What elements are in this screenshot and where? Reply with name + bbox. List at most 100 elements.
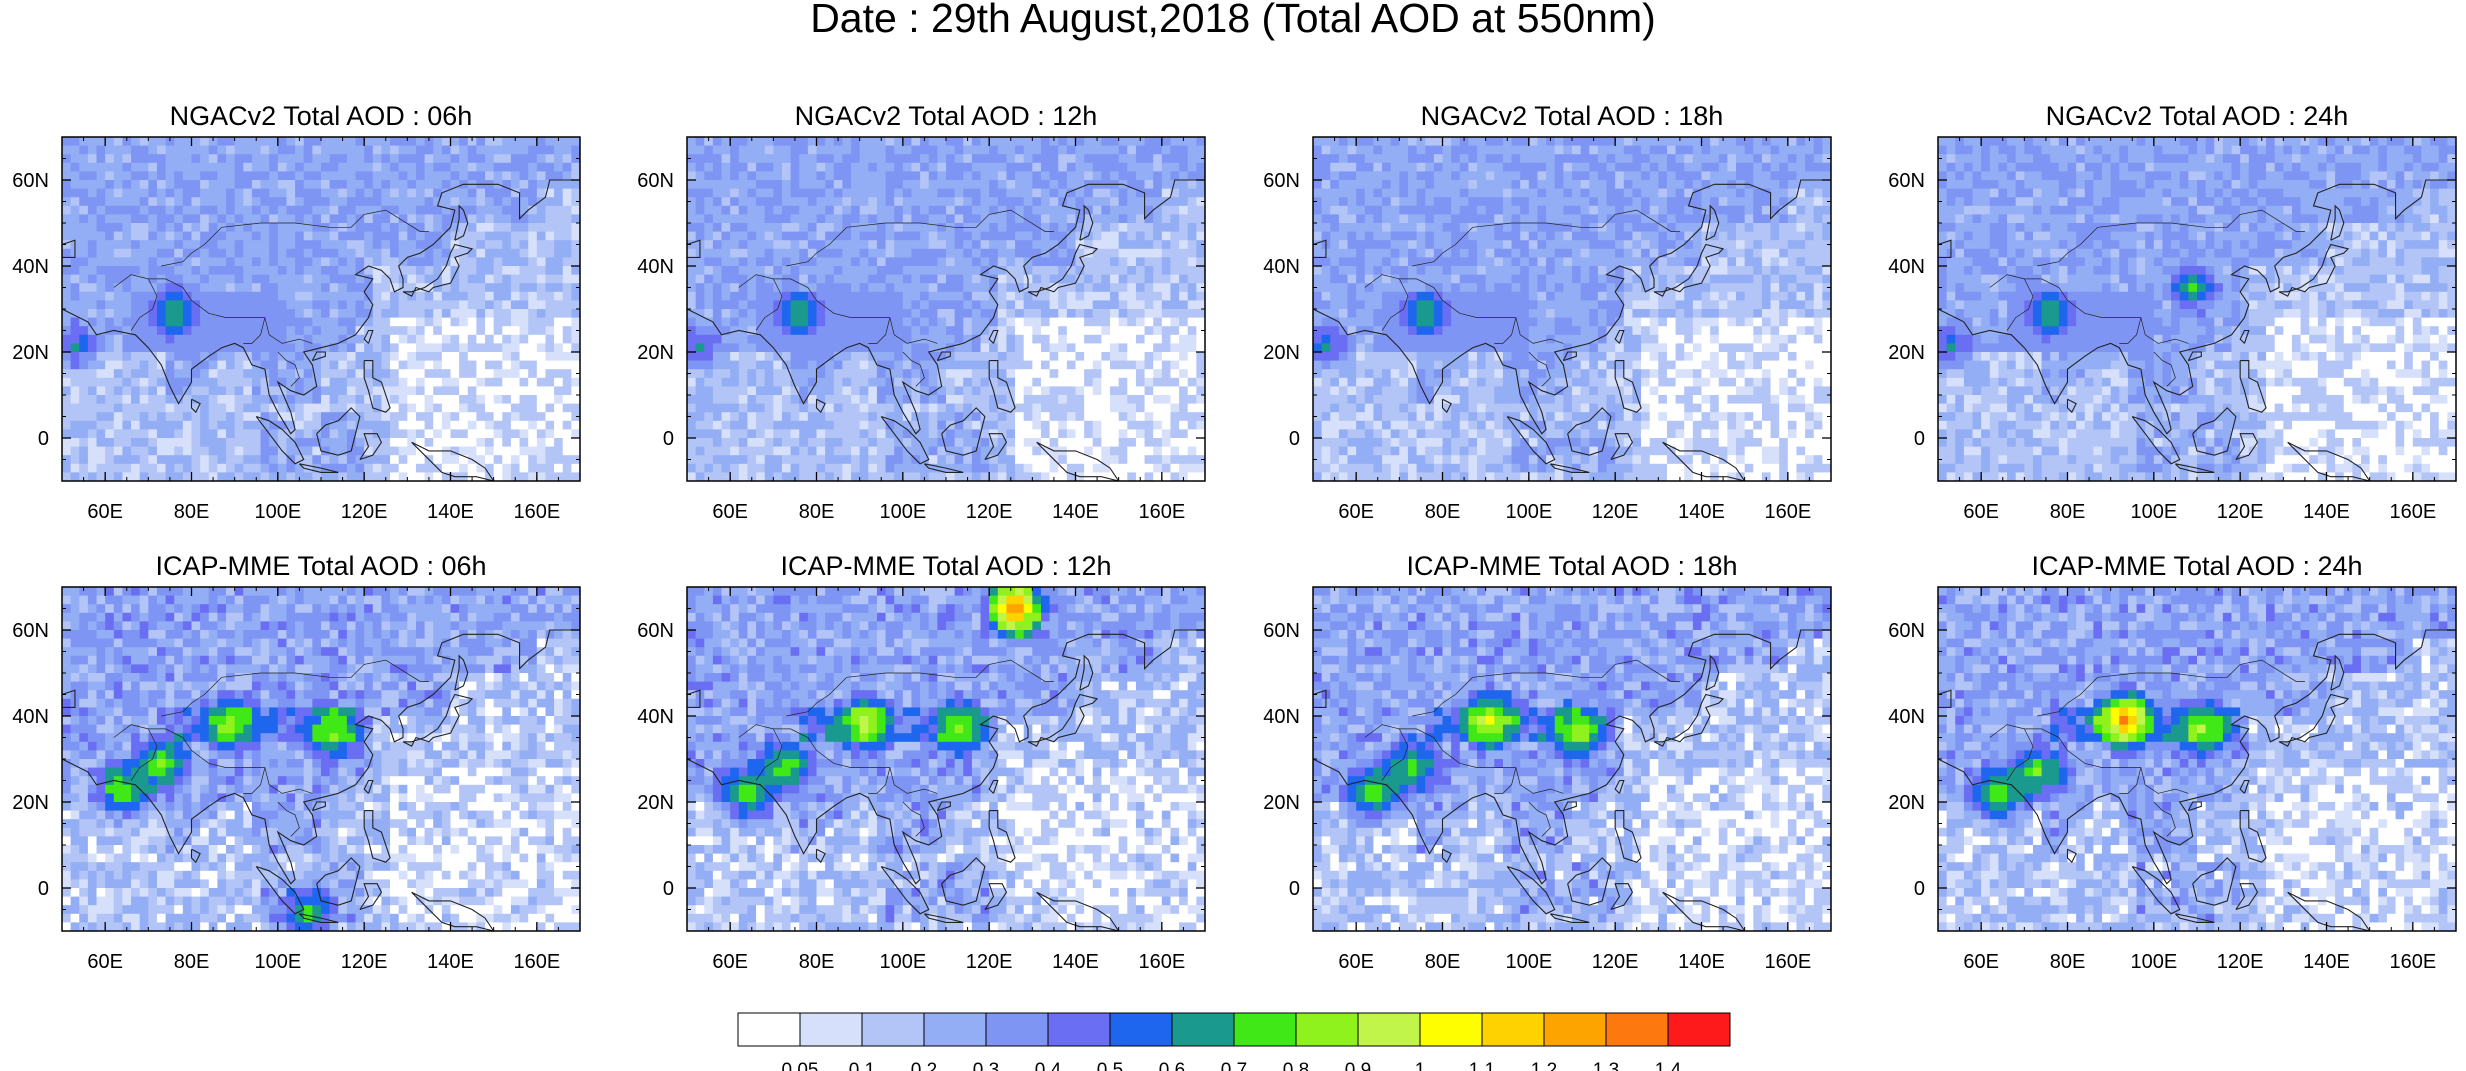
aod-cell xyxy=(963,369,973,379)
aod-cell xyxy=(62,446,72,456)
aod-cell xyxy=(1066,291,1077,301)
aod-cell xyxy=(217,162,227,172)
aod-cell xyxy=(191,248,201,258)
aod-cell xyxy=(980,162,990,172)
aod-cell xyxy=(876,171,887,181)
aod-cell xyxy=(217,334,227,344)
aod-cell xyxy=(269,472,279,481)
aod-cell xyxy=(536,231,547,241)
aod-cell xyxy=(502,257,512,267)
aod-cell xyxy=(1144,455,1154,465)
aod-cell xyxy=(1187,395,1197,405)
aod-cell xyxy=(554,369,564,379)
aod-cell xyxy=(554,412,564,422)
aod-cell xyxy=(1023,291,1033,301)
aod-cell xyxy=(1075,257,1085,267)
aod-cell xyxy=(251,334,262,344)
aod-cell xyxy=(381,223,391,233)
aod-cell xyxy=(528,395,538,405)
aod-cell xyxy=(1006,377,1016,387)
aod-cell xyxy=(833,205,843,215)
aod-cell xyxy=(894,472,904,481)
aod-cell xyxy=(295,274,305,284)
aod-cell xyxy=(859,334,869,344)
aod-cell xyxy=(842,455,852,465)
aod-cell xyxy=(1049,360,1059,370)
aod-cell xyxy=(730,369,740,379)
aod-cell xyxy=(1058,171,1068,181)
aod-cell xyxy=(70,360,80,370)
coastline xyxy=(936,351,951,362)
aod-cell xyxy=(1144,248,1154,258)
aod-cell xyxy=(312,300,322,310)
aod-cell xyxy=(920,463,930,473)
aod-cell xyxy=(730,231,740,241)
aod-cell xyxy=(946,188,956,198)
aod-cell xyxy=(730,377,740,387)
aod-cell xyxy=(131,188,141,198)
aod-cell xyxy=(712,472,723,481)
aod-cell xyxy=(372,472,383,481)
aod-cell xyxy=(799,266,809,276)
aod-cell xyxy=(1153,188,1163,198)
aod-cell xyxy=(1110,291,1120,301)
aod-cell xyxy=(859,317,869,327)
aod-cell xyxy=(1153,300,1163,310)
aod-cell xyxy=(174,171,184,181)
aod-cell xyxy=(1161,412,1172,422)
aod-cell xyxy=(1196,223,1205,233)
aod-cell xyxy=(876,386,887,396)
aod-cell xyxy=(571,240,580,250)
aod-cell xyxy=(493,205,503,215)
aod-cell xyxy=(62,197,72,207)
aod-cell xyxy=(764,472,774,481)
aod-cell xyxy=(764,248,774,258)
aod-cell xyxy=(226,386,236,396)
aod-cell xyxy=(1161,326,1172,336)
aod-cell xyxy=(545,300,555,310)
aod-cell xyxy=(191,352,201,362)
aod-cell xyxy=(1127,180,1137,190)
aod-cell xyxy=(997,283,1008,293)
aod-cell xyxy=(502,334,512,344)
aod-cell xyxy=(799,352,809,362)
aod-cell xyxy=(937,257,947,267)
aod-cell xyxy=(1144,352,1154,362)
aod-cell xyxy=(1101,171,1111,181)
aod-cell xyxy=(139,231,149,241)
aod-cell xyxy=(528,300,538,310)
aod-cell xyxy=(781,317,792,327)
aod-cell xyxy=(269,403,279,413)
aod-cell xyxy=(226,395,236,405)
aod-cell xyxy=(704,403,714,413)
aod-cell xyxy=(721,180,731,190)
aod-cell xyxy=(200,257,210,267)
aod-cell xyxy=(433,188,443,198)
aod-cell xyxy=(251,369,262,379)
aod-cell xyxy=(833,283,843,293)
aod-cell xyxy=(1092,266,1102,276)
aod-cell xyxy=(1187,317,1197,327)
aod-cell xyxy=(997,231,1008,241)
aod-cell xyxy=(519,180,529,190)
aod-cell xyxy=(182,420,193,430)
aod-cell xyxy=(687,403,697,413)
aod-cell xyxy=(87,343,98,353)
aod-cell xyxy=(381,154,391,164)
aod-cell xyxy=(1040,403,1051,413)
aod-cell xyxy=(730,171,740,181)
aod-cell xyxy=(876,145,887,155)
aod-cell xyxy=(105,180,115,190)
aod-cell xyxy=(773,395,783,405)
aod-cell xyxy=(286,171,296,181)
aod-cell xyxy=(859,257,869,267)
aod-cell xyxy=(450,214,460,224)
aod-cell xyxy=(554,283,564,293)
aod-cell xyxy=(1187,334,1197,344)
aod-cell xyxy=(329,137,339,147)
aod-cell xyxy=(1075,438,1085,448)
aod-cell xyxy=(971,455,982,465)
aod-cell xyxy=(251,429,262,439)
aod-cell xyxy=(113,283,124,293)
aod-cell xyxy=(1144,463,1154,473)
